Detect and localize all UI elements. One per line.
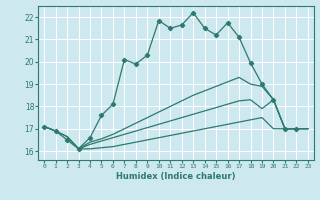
X-axis label: Humidex (Indice chaleur): Humidex (Indice chaleur) xyxy=(116,172,236,181)
